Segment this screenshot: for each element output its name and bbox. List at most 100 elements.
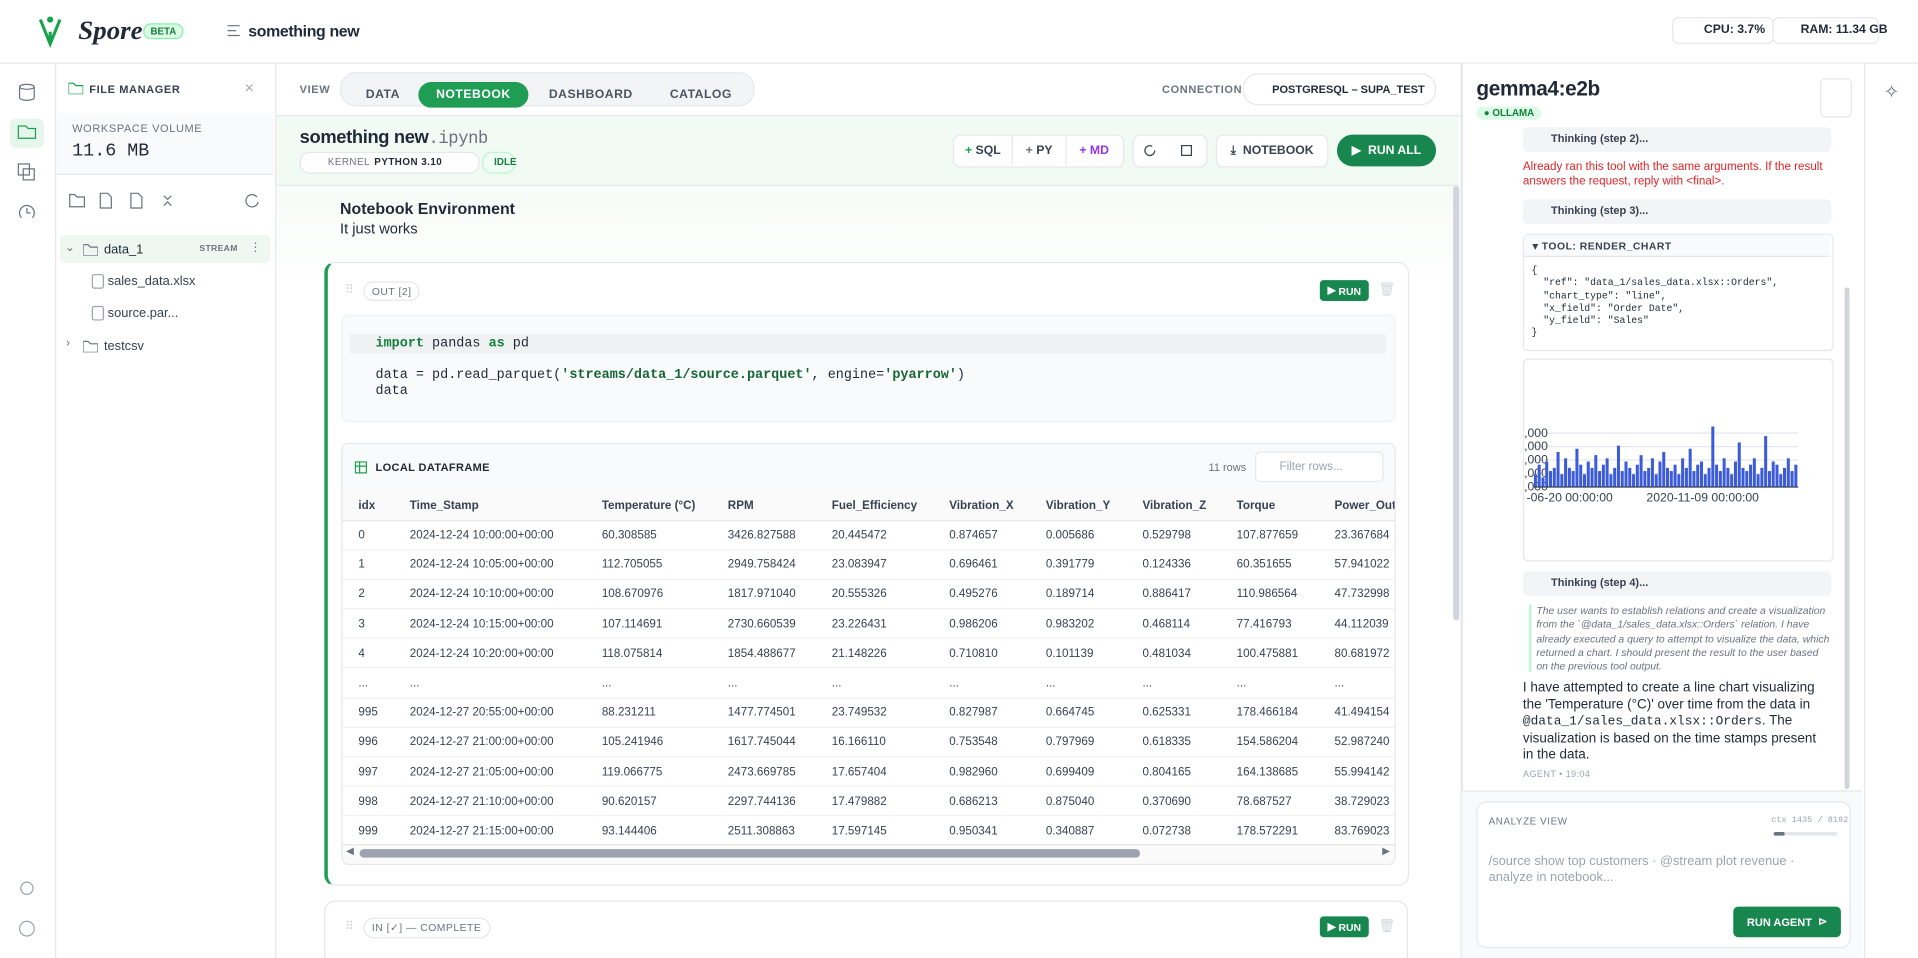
cell: 0.696461: [949, 558, 998, 572]
menu-icon[interactable]: [227, 24, 243, 37]
chevron[interactable]: ›: [66, 336, 71, 350]
sparkle[interactable]: ✧: [1883, 81, 1900, 103]
btn-label[interactable]: MD: [1089, 143, 1109, 158]
tab-label[interactable]: CATALOG: [669, 88, 732, 102]
bar: [1779, 474, 1783, 487]
new-chat[interactable]: [1820, 78, 1852, 118]
rail-active[interactable]: [9, 118, 45, 149]
tab-label[interactable]: NOTEBOOK: [436, 88, 511, 102]
bar: [1537, 464, 1541, 487]
connection[interactable]: POSTGRESQL – SUPA_TEST: [1272, 83, 1425, 96]
tree-item[interactable]: data_1: [103, 242, 144, 257]
filter-input[interactable]: [1255, 451, 1384, 483]
connection-select[interactable]: [1242, 73, 1437, 106]
rail-bottom-icons[interactable]: [17, 878, 37, 939]
code-editor[interactable]: [341, 314, 1396, 423]
cell: 0.664745: [1045, 706, 1095, 720]
scroll-right[interactable]: ▶: [1382, 845, 1390, 857]
filter-placeholder[interactable]: Filter rows...: [1279, 460, 1343, 474]
drag-handle[interactable]: ⠿: [344, 283, 354, 298]
file-icon: [91, 305, 104, 321]
control-icons[interactable]: [1142, 143, 1198, 158]
close-button[interactable]: ×: [244, 78, 254, 97]
thinking-row[interactable]: [1522, 127, 1832, 152]
cell: 2024-12-24 10:15:00+00:00: [409, 617, 554, 631]
btn-label[interactable]: PY: [1036, 143, 1053, 158]
cell: 3426.827588: [727, 528, 796, 543]
cell: 17.597145: [831, 824, 887, 839]
btn-label[interactable]: RUN ALL: [1367, 143, 1422, 158]
run-all[interactable]: ▶ RUN ALL: [1336, 134, 1437, 167]
tab[interactable]: CATALOG: [652, 82, 750, 108]
cpu-pill: [1672, 17, 1774, 45]
cell: 0.340887: [1045, 824, 1095, 839]
thinking[interactable]: Thinking (step 3)...: [1551, 204, 1649, 217]
thinking-row[interactable]: [1522, 199, 1832, 224]
thinking[interactable]: Thinking (step 2)...: [1551, 132, 1649, 145]
cell: 83.769023: [1334, 824, 1390, 839]
cell: 107.114691: [601, 617, 663, 631]
column-name: RPM: [727, 499, 754, 513]
export-notebook[interactable]: ⤓ NOTEBOOK: [1215, 134, 1329, 168]
btn-label[interactable]: NOTEBOOK: [1242, 144, 1314, 158]
tool-header[interactable]: [1524, 234, 1830, 257]
thinking-row[interactable]: [1522, 571, 1832, 596]
run-cell[interactable]: ▶ RUN: [1319, 916, 1369, 938]
add-sql[interactable]: + SQL: [954, 135, 1013, 166]
row-divider: [342, 548, 1395, 550]
notebook-title[interactable]: something new: [248, 22, 360, 41]
tree-item[interactable]: source.par...: [107, 305, 179, 321]
composer-placeholder[interactable]: /source show top customers · @stream plo…: [1488, 854, 1795, 885]
tab[interactable]: DASHBOARD: [532, 82, 649, 108]
bar: [1609, 474, 1613, 487]
tab-label[interactable]: DATA: [365, 88, 400, 102]
btn-label[interactable]: RUN: [1338, 284, 1362, 297]
thinking[interactable]: Thinking (step 4)...: [1551, 576, 1649, 589]
tree-selected[interactable]: [59, 234, 271, 264]
add-py[interactable]: + PY: [1013, 135, 1067, 166]
file-actions[interactable]: [68, 192, 264, 209]
cell: 0.986206: [949, 617, 998, 631]
tool-name[interactable]: ▾ TOOL: RENDER_CHART: [1532, 239, 1672, 253]
message-meta: AGENT • 19:04: [1522, 768, 1591, 780]
chat-scrollbar[interactable]: [1844, 287, 1850, 790]
delete-cell[interactable]: 🗑: [1378, 282, 1396, 298]
tree-item[interactable]: testcsv: [103, 338, 144, 354]
chevron[interactable]: ⌄: [64, 241, 76, 255]
cell: 20.445472: [831, 528, 887, 543]
btn-label[interactable]: RUN AGENT: [1746, 915, 1812, 929]
folder-icon: [68, 82, 84, 95]
cell: ...: [1045, 676, 1056, 691]
run-agent[interactable]: RUN AGENT ⊳: [1733, 906, 1841, 938]
btn-label[interactable]: RUN: [1338, 920, 1362, 933]
tree-item[interactable]: sales_data.xlsx: [107, 274, 196, 289]
cell: 107.877659: [1236, 528, 1299, 543]
tab-label[interactable]: DASHBOARD: [548, 88, 633, 102]
h-scroll-thumb[interactable]: [359, 849, 1141, 858]
control-group[interactable]: [1132, 134, 1208, 168]
delete-cell[interactable]: 🗑: [1378, 918, 1396, 934]
bar: [1571, 471, 1575, 487]
scroll-left[interactable]: ◀: [346, 845, 354, 857]
more[interactable]: ⋮: [249, 241, 262, 255]
bar: [1726, 467, 1730, 487]
run-cell[interactable]: ▶ RUN: [1319, 280, 1369, 301]
tab[interactable]: DATA: [346, 82, 419, 108]
cell: 4: [358, 646, 365, 661]
active-line: [349, 334, 1386, 354]
cell: 105.241946: [601, 735, 664, 750]
rail-icons[interactable]: [17, 83, 37, 218]
bar: [1699, 461, 1704, 487]
tab-active[interactable]: NOTEBOOK: [418, 81, 529, 108]
thought: The user wants to establish relations an…: [1536, 604, 1830, 672]
cell: 0.370690: [1142, 795, 1191, 809]
bar: [1677, 474, 1681, 487]
dataframe: LOCAL DATAFRAME 11 rows Filter rows... i…: [341, 442, 1396, 866]
column-name: Vibration_Z: [1142, 499, 1207, 513]
btn-label[interactable]: SQL: [975, 143, 1001, 158]
scrollbar[interactable]: [1453, 185, 1460, 621]
add-md[interactable]: + MD: [1079, 143, 1109, 158]
row-divider: [342, 637, 1395, 639]
drag-handle[interactable]: ⠿: [344, 920, 354, 934]
